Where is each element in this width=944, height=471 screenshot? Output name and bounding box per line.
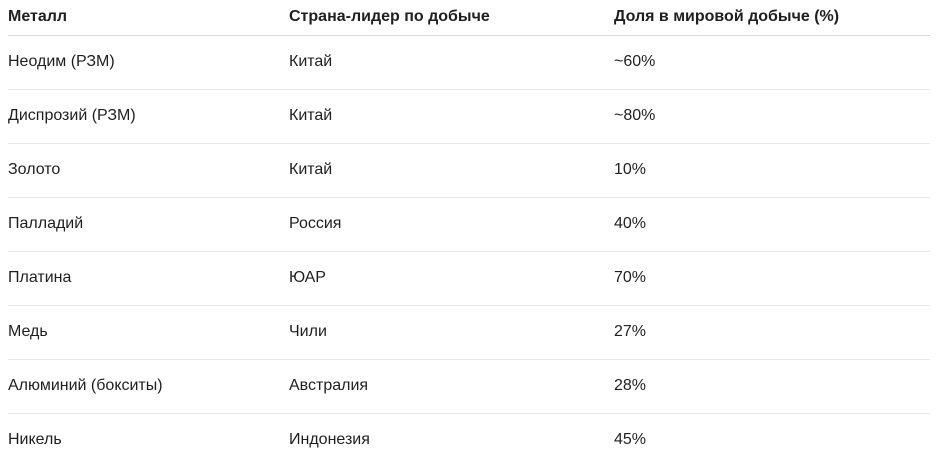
cell-country: Китай	[289, 143, 614, 198]
cell-country: ЮАР	[289, 251, 614, 306]
table-row: Неодим (РЗМ) Китай ~60%	[8, 35, 930, 90]
table-row: Золото Китай 10%	[8, 143, 930, 198]
table-row: Медь Чили 27%	[8, 305, 930, 360]
cell-share: 70%	[614, 251, 930, 306]
cell-country: Китай	[289, 35, 614, 90]
cell-share: 28%	[614, 359, 930, 414]
table-row: Никель Индонезия 45%	[8, 413, 930, 467]
cell-metal: Алюминий (бокситы)	[8, 359, 289, 414]
table-row: Алюминий (бокситы) Австралия 28%	[8, 359, 930, 414]
cell-country: Чили	[289, 305, 614, 360]
cell-share: 45%	[614, 431, 647, 449]
cell-metal: Диспрозий (РЗМ)	[8, 89, 289, 144]
cell-country: Китай	[289, 89, 614, 144]
cell-share: ~80%	[614, 89, 930, 144]
column-header-country: Страна-лидер по добыче	[289, 0, 614, 36]
cell-metal: Золото	[8, 143, 289, 198]
metals-table-container: Металл Страна-лидер по добыче Доля в мир…	[8, 0, 930, 467]
cell-share: ~60%	[614, 35, 930, 90]
cell-metal: Медь	[8, 305, 289, 360]
table-row: Палладий Россия 40%	[8, 197, 930, 252]
cell-country: Россия	[289, 197, 614, 252]
column-header-share: Доля в мировой добыче (%)	[614, 0, 930, 36]
cell-share: 40%	[614, 197, 930, 252]
table-row: Диспрозий (РЗМ) Китай ~80%	[8, 89, 930, 144]
cell-share: 27%	[614, 305, 930, 360]
metals-table: Металл Страна-лидер по добыче Доля в мир…	[8, 0, 930, 467]
table-row: Платина ЮАР 70%	[8, 251, 930, 306]
column-header-metal: Металл	[8, 0, 289, 36]
table-header-row: Металл Страна-лидер по добыче Доля в мир…	[8, 0, 930, 36]
cell-metal: Неодим (РЗМ)	[8, 35, 289, 90]
cell-metal: Платина	[8, 251, 289, 306]
cell-metal: Никель	[8, 431, 62, 449]
cell-metal: Палладий	[8, 197, 289, 252]
cell-country: Индонезия	[289, 431, 370, 449]
cell-country: Австралия	[289, 359, 614, 414]
cell-share: 10%	[614, 143, 930, 198]
